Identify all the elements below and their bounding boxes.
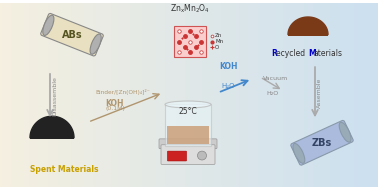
- Ellipse shape: [90, 34, 101, 54]
- Text: ZBs: ZBs: [312, 138, 332, 148]
- Ellipse shape: [339, 122, 351, 142]
- Text: Zn: Zn: [215, 33, 222, 38]
- FancyBboxPatch shape: [167, 151, 186, 161]
- Text: (0.1M): (0.1M): [105, 106, 125, 111]
- Text: aterials: aterials: [314, 49, 343, 59]
- Text: O: O: [215, 45, 219, 50]
- Polygon shape: [30, 116, 74, 138]
- Text: Vacuum: Vacuum: [263, 76, 288, 81]
- Ellipse shape: [165, 101, 211, 108]
- Ellipse shape: [43, 15, 54, 36]
- Text: Spent Materials: Spent Materials: [30, 165, 99, 174]
- Text: H₂O: H₂O: [266, 91, 278, 96]
- Text: R: R: [271, 49, 277, 59]
- Text: ecycled: ecycled: [276, 49, 308, 59]
- FancyBboxPatch shape: [291, 120, 353, 165]
- Text: $\mathregular{Zn_xMn_2O_4}$: $\mathregular{Zn_xMn_2O_4}$: [170, 3, 210, 15]
- Text: Mn: Mn: [215, 39, 223, 44]
- Text: KOH: KOH: [105, 99, 124, 108]
- Bar: [167, 126, 209, 144]
- Text: Binder/[Zn(OH)₄]²⁻: Binder/[Zn(OH)₄]²⁻: [95, 89, 150, 95]
- FancyBboxPatch shape: [161, 145, 215, 164]
- Text: H₂O: H₂O: [221, 83, 235, 89]
- FancyBboxPatch shape: [159, 139, 217, 149]
- Text: KOH: KOH: [219, 62, 237, 71]
- Text: 25°C: 25°C: [179, 107, 197, 116]
- FancyBboxPatch shape: [41, 13, 103, 56]
- Text: Assemble: Assemble: [317, 77, 322, 108]
- Text: M: M: [308, 49, 316, 59]
- Circle shape: [197, 151, 206, 160]
- Text: Disassemble: Disassemble: [52, 76, 57, 116]
- Polygon shape: [288, 17, 328, 35]
- Text: ABs: ABs: [62, 30, 82, 40]
- Ellipse shape: [293, 143, 305, 163]
- FancyBboxPatch shape: [165, 105, 211, 146]
